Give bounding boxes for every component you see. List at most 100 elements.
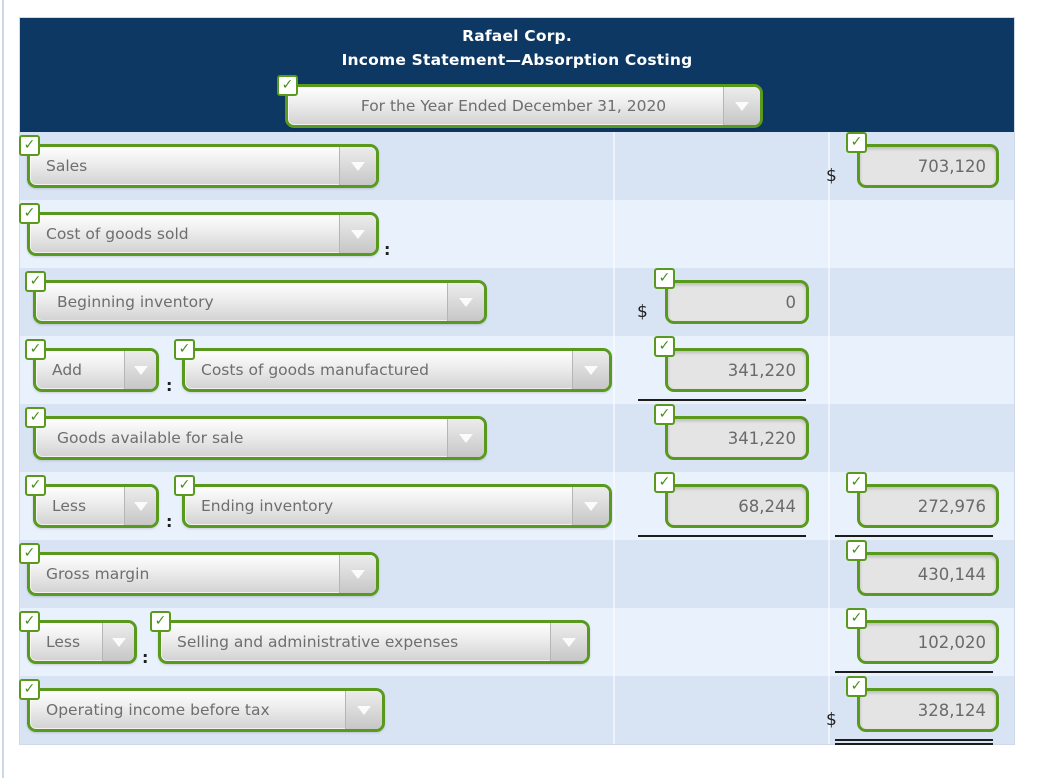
gross-margin-amount-input[interactable]: [857, 552, 999, 596]
checkmark-icon: ✓: [29, 272, 42, 289]
chevron-down-icon: [572, 351, 609, 389]
checkmark-icon: ✓: [178, 340, 191, 357]
correct-checkbox: ✓: [25, 339, 46, 360]
correct-checkbox: ✓: [654, 336, 675, 357]
gross-margin-dropdown[interactable]: ✓ Gross margin: [19, 543, 379, 596]
operating-income-dropdown-value: Operating income before tax: [46, 701, 270, 719]
chevron-down-icon: [339, 147, 376, 185]
currency-symbol: $: [826, 710, 837, 730]
chevron-down-icon: [447, 283, 484, 321]
checkmark-icon: ✓: [23, 544, 36, 561]
checkmark-icon: ✓: [178, 476, 191, 493]
currency-symbol: $: [826, 166, 837, 186]
chevron-down-icon: [447, 419, 484, 457]
correct-checkbox: ✓: [846, 472, 867, 493]
checkmark-icon: ✓: [850, 541, 863, 558]
correct-checkbox: ✓: [25, 407, 46, 428]
correct-checkbox: ✓: [174, 339, 195, 360]
operating-income-dropdown[interactable]: ✓ Operating income before tax: [19, 679, 385, 732]
column-separator: [613, 132, 615, 744]
column-separator: [828, 132, 830, 744]
correct-checkbox: ✓: [654, 472, 675, 493]
correct-checkbox: ✓: [19, 611, 40, 632]
operating-income-amount-input[interactable]: [857, 688, 999, 732]
checkmark-icon: ✓: [29, 476, 42, 493]
table-row-ending-inventory: ✓ Less : ✓ Ending inventory ✓ ✓: [20, 472, 1014, 540]
ending-inventory-dropdown[interactable]: ✓ Ending inventory: [174, 475, 612, 528]
correct-checkbox: ✓: [654, 268, 675, 289]
correct-checkbox: ✓: [846, 132, 867, 153]
currency-symbol: $: [637, 302, 648, 322]
selling-admin-dropdown-value: Selling and administrative expenses: [177, 633, 459, 651]
checkmark-icon: ✓: [281, 76, 294, 93]
correct-checkbox: ✓: [19, 543, 40, 564]
checkmark-icon: ✓: [850, 609, 863, 626]
chevron-down-icon: [124, 487, 156, 525]
checkmark-icon: ✓: [154, 612, 167, 629]
goods-available-dropdown[interactable]: ✓ Goods available for sale: [25, 407, 487, 460]
colon-label: :: [166, 376, 173, 395]
selling-admin-amount-input[interactable]: [857, 620, 999, 664]
subtotal-rule: [835, 535, 993, 537]
chevron-down-icon: [124, 351, 156, 389]
statement-title: Income Statement—Absorption Costing: [341, 51, 693, 69]
less-dropdown[interactable]: ✓ Less: [19, 611, 137, 664]
colon-label: :: [166, 512, 173, 531]
table-row-beginning-inventory: ✓ Beginning inventory $ ✓: [20, 268, 1014, 336]
chevron-down-icon: [102, 623, 134, 661]
correct-checkbox: ✓: [846, 540, 867, 561]
checkmark-icon: ✓: [23, 612, 36, 629]
ending-inventory-dropdown-value: Ending inventory: [201, 497, 334, 515]
table-row-cogs: ✓ Cost of goods sold :: [19, 200, 1014, 268]
correct-checkbox: ✓: [19, 679, 40, 700]
colon-label: :: [384, 240, 391, 259]
period-dropdown[interactable]: ✓ For the Year Ended December 31, 2020: [277, 75, 763, 128]
correct-checkbox: ✓: [19, 135, 40, 156]
checkmark-icon: ✓: [850, 677, 863, 694]
subtotal-rule: [638, 399, 806, 401]
costs-manufactured-amount-input[interactable]: [665, 348, 809, 392]
correct-checkbox: ✓: [19, 203, 40, 224]
correct-checkbox: ✓: [174, 475, 195, 496]
checkmark-icon: ✓: [23, 680, 36, 697]
chevron-down-icon: [339, 555, 376, 593]
less-dropdown[interactable]: ✓ Less: [25, 475, 159, 528]
checkmark-icon: ✓: [850, 473, 863, 490]
correct-checkbox: ✓: [25, 271, 46, 292]
checkmark-icon: ✓: [658, 473, 671, 490]
cogs-total-amount-input[interactable]: [857, 484, 999, 528]
sales-dropdown[interactable]: ✓ Sales: [19, 135, 379, 188]
checkmark-icon: ✓: [658, 269, 671, 286]
add-dropdown-value: Add: [52, 361, 83, 379]
checkmark-icon: ✓: [850, 133, 863, 150]
chevron-down-icon: [550, 623, 587, 661]
goods-available-amount-input[interactable]: [665, 416, 809, 460]
selling-admin-dropdown[interactable]: ✓ Selling and administrative expenses: [150, 611, 590, 664]
total-double-rule-bottom: [835, 743, 993, 745]
goods-available-dropdown-value: Goods available for sale: [57, 429, 244, 447]
checkmark-icon: ✓: [658, 405, 671, 422]
table-row-goods-available: ✓ Goods available for sale ✓: [20, 404, 1014, 472]
table-row-costs-manufactured: ✓ Add : ✓ Costs of goods manufactured ✓: [20, 336, 1014, 404]
costs-manufactured-dropdown-value: Costs of goods manufactured: [201, 361, 430, 379]
statement-header: Rafael Corp. Income Statement—Absorption…: [20, 18, 1014, 132]
subtotal-rule: [638, 535, 806, 537]
less-dropdown-value: Less: [46, 633, 81, 651]
correct-checkbox: ✓: [846, 676, 867, 697]
sales-amount-input[interactable]: [857, 144, 999, 188]
period-dropdown-value: For the Year Ended December 31, 2020: [360, 97, 667, 115]
chevron-down-icon: [345, 691, 382, 729]
chevron-down-icon: [723, 87, 760, 125]
table-row-operating-income: ✓ Operating income before tax $ ✓: [19, 676, 1014, 745]
income-statement-panel: Rafael Corp. Income Statement—Absorption…: [19, 17, 1015, 745]
costs-manufactured-dropdown[interactable]: ✓ Costs of goods manufactured: [174, 339, 612, 392]
subtotal-rule: [835, 671, 993, 673]
table-row-selling-admin: ✓ Less : ✓ Selling and administrative ex…: [19, 608, 1014, 676]
gross-margin-dropdown-value: Gross margin: [46, 565, 150, 583]
ending-inventory-amount-input[interactable]: [665, 484, 809, 528]
less-dropdown-value: Less: [52, 497, 87, 515]
add-dropdown[interactable]: ✓ Add: [25, 339, 159, 392]
cogs-dropdown[interactable]: ✓ Cost of goods sold: [19, 203, 379, 256]
beginning-inventory-amount-input[interactable]: [665, 280, 809, 324]
beginning-inventory-dropdown[interactable]: ✓ Beginning inventory: [25, 271, 487, 324]
